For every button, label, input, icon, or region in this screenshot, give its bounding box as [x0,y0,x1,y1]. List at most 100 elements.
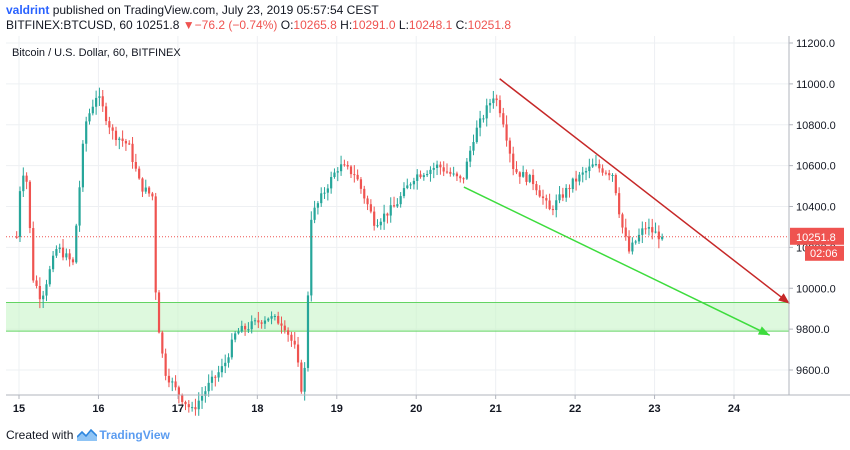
candle [445,163,449,174]
candle [303,362,306,401]
candle [310,211,313,302]
price-axis[interactable]: 9600.09800.010000.010200.010400.010600.0… [789,38,836,377]
candle [171,377,174,392]
ohlc-bar: BITFINEX:BTCUSD, 60 10251.8 ▼−76.2 (−0.7… [6,18,511,32]
candle [439,161,442,175]
author-name[interactable]: valdrint [6,3,50,17]
candle [369,199,372,214]
candle [512,146,515,176]
candle [227,353,230,368]
candle [154,192,157,300]
candle [449,167,452,177]
published-text: published on TradingView.com, July 23, 2… [52,3,379,17]
candle [114,126,118,146]
candle [558,186,561,204]
candle [164,348,167,381]
upper-trendline-arrow-icon [778,293,790,304]
tradingview-brand: TradingView [99,428,170,442]
candle [283,320,286,334]
time-axis[interactable]: 15 16 17 18 19 20 21 22 23 24 [13,395,741,415]
candle [290,331,293,347]
candle [363,185,366,204]
countdown-label-box [805,245,844,261]
candle [522,165,525,178]
time-tick-label: 18 [251,403,263,415]
candle [98,87,101,106]
candle [131,137,134,169]
candle [247,322,250,333]
candle [469,146,472,168]
candle [412,177,416,190]
candle [253,317,257,326]
candle [250,315,253,334]
candle [495,94,498,107]
candle [346,161,349,170]
candle [240,320,243,333]
candle [326,184,329,201]
candle [138,166,141,180]
created-with-text: Created with [6,428,74,442]
footer: Created with TradingView [6,428,170,442]
candle [65,248,68,261]
candle [35,275,38,289]
candle [343,159,346,167]
candle [621,212,624,234]
candle [128,140,131,146]
candle [38,277,41,309]
candle [316,201,320,215]
chart-grid [6,36,789,395]
candle [91,99,94,116]
price-tick-label: 10600.0 [796,161,836,173]
candle [51,251,55,273]
candle [376,219,379,228]
price-tick-label: 11000.0 [796,79,835,91]
candle [386,212,389,224]
candle [339,155,343,176]
candle [508,137,512,163]
candle [300,359,303,394]
candle [230,333,233,360]
candle [75,223,78,264]
candle [194,398,197,416]
price-change: −76.2 (−0.74%) [194,18,278,32]
candle [598,159,601,173]
candle [614,173,617,196]
candle [528,173,531,184]
candle [161,330,164,358]
high-label: H: [340,18,353,32]
candle [373,206,376,231]
candle [243,323,247,336]
candle [81,140,84,192]
candle [323,187,326,199]
candle [657,225,660,249]
candle [647,218,651,236]
candle [204,386,207,403]
candle [588,158,591,179]
candle [548,193,551,211]
candle [488,98,492,113]
candle [541,189,545,205]
candle [538,185,541,198]
candle [296,336,300,367]
tradingview-logo[interactable]: TradingView [77,428,170,442]
candle [475,120,478,144]
candle [277,311,280,325]
candle [25,172,28,190]
upper-trendline[interactable] [499,78,791,305]
candle [356,169,359,181]
candle [654,222,657,234]
open-label: O: [280,18,294,32]
candle [287,327,290,342]
candle [631,237,634,255]
time-tick-label: 23 [648,403,660,415]
candle [68,249,71,267]
candle [42,290,45,309]
candle [604,170,607,176]
candle [396,198,399,208]
candle [389,197,392,223]
price-chart[interactable]: 9600.09800.010000.010200.010400.010600.0… [0,0,850,425]
candle [220,358,224,378]
low-label: L: [398,18,409,32]
lower-trendline[interactable] [463,186,771,336]
candle [58,243,61,253]
